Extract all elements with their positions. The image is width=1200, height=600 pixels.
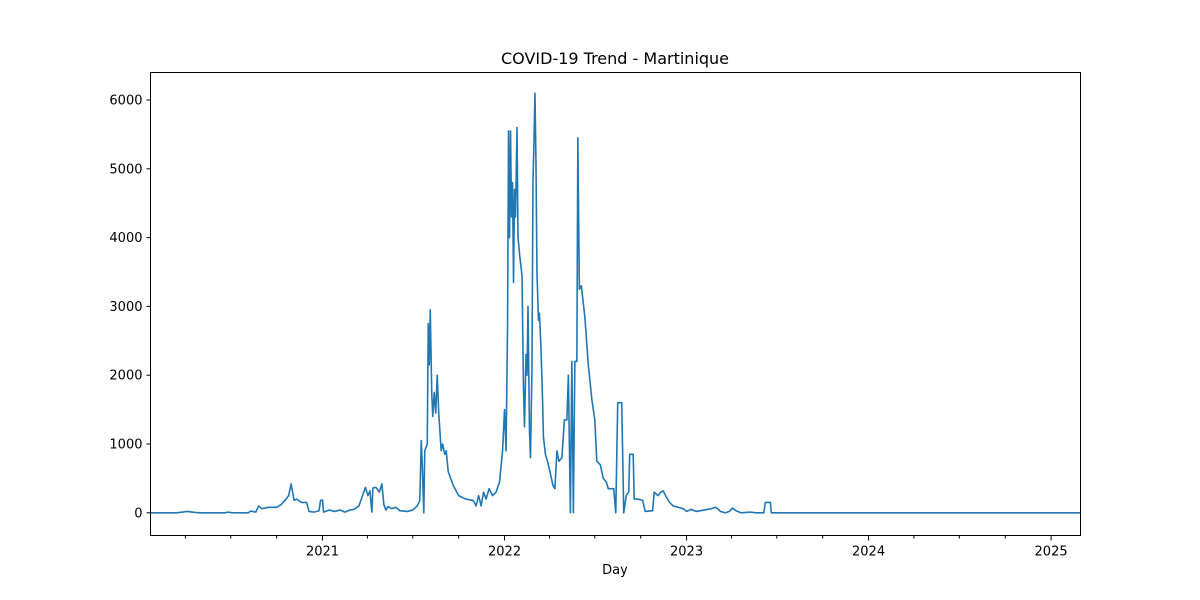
x-tick-label: 2023 <box>670 545 703 560</box>
x-tick-label: 2025 <box>1035 545 1068 560</box>
chart-title: COVID-19 Trend - Martinique <box>501 49 729 68</box>
x-axis: 2021 2022 2023 2024 2025 <box>184 535 1068 560</box>
y-tick-label: 1000 <box>109 438 142 453</box>
y-tick-label: 5000 <box>109 162 142 177</box>
x-axis-label: Day <box>602 563 628 578</box>
y-tick-label: 0 <box>134 506 142 521</box>
y-axis: 0 1000 2000 3000 4000 5000 6000 <box>109 94 151 521</box>
plot-frame <box>150 72 1081 536</box>
plot-area <box>150 92 1081 514</box>
y-tick-label: 6000 <box>109 94 142 109</box>
x-tick-label: 2022 <box>488 545 521 560</box>
x-tick-label: 2021 <box>306 545 339 560</box>
y-tick-label: 2000 <box>109 369 142 384</box>
y-tick-label: 4000 <box>109 231 142 246</box>
y-tick-label: 3000 <box>109 300 142 315</box>
series-line-0 <box>150 92 1081 514</box>
x-tick-label: 2024 <box>852 545 885 560</box>
